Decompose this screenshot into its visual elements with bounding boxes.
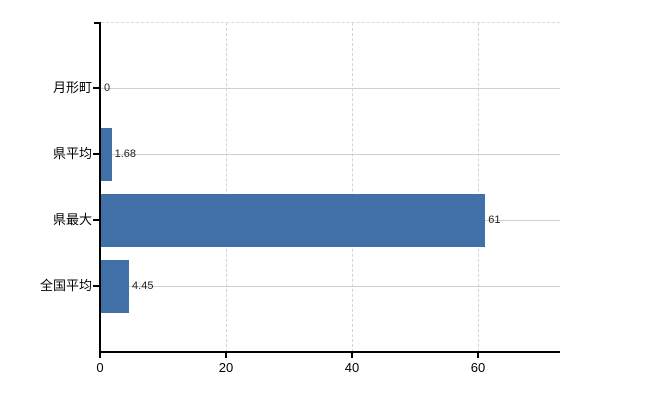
x-tick-label: 60 [470,360,486,375]
value-label: 61 [488,214,501,226]
plot-top-border [101,22,560,23]
bar [101,194,485,247]
y-axis [99,22,101,352]
y-tick [93,219,99,221]
x-tick-label: 20 [218,360,234,375]
x-tick [225,353,227,358]
x-tick [477,353,479,358]
x-tick [351,353,353,358]
y-tick [93,153,99,155]
h-gridline [101,286,560,287]
category-label: 県平均 [52,146,92,161]
category-label: 全国平均 [39,278,92,293]
v-gridline [226,23,227,352]
v-gridline [352,23,353,352]
y-tick [93,285,99,287]
x-axis [99,351,560,353]
value-label: 0 [104,82,111,94]
v-gridline [478,23,479,352]
category-label: 月形町 [52,80,92,95]
y-tick [93,87,99,89]
x-tick [99,353,101,358]
value-label: 1.68 [114,148,136,160]
value-label: 4.45 [132,280,154,292]
bar [101,128,112,181]
category-label: 県最大 [52,212,92,227]
x-tick-label: 40 [344,360,360,375]
x-tick-label: 0 [96,360,104,375]
bar [101,260,129,313]
y-tick [94,22,99,24]
h-gridline [101,154,560,155]
h-gridline [101,88,560,89]
